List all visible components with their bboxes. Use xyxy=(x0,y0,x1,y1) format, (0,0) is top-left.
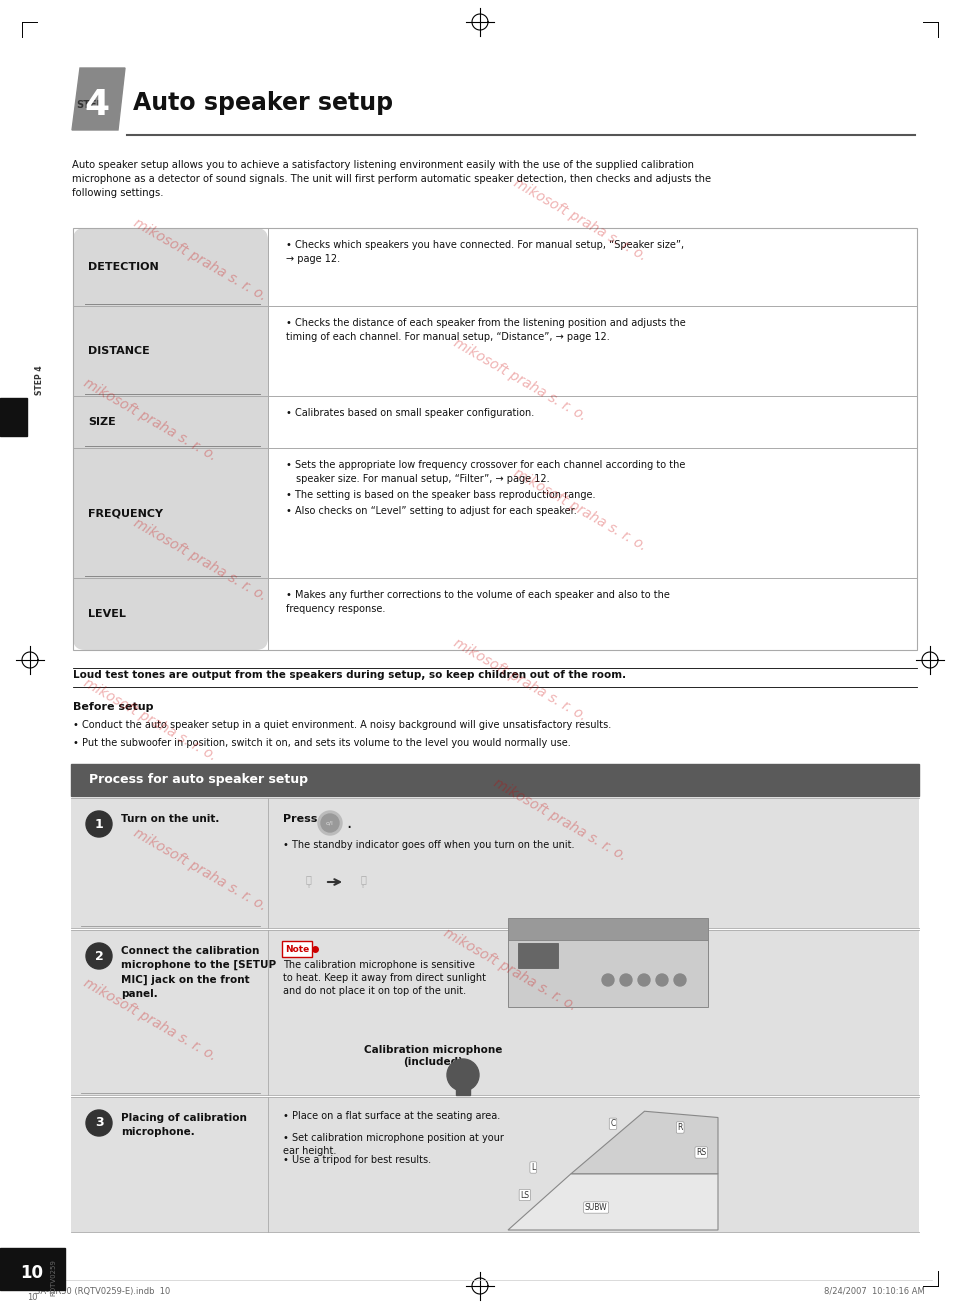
Text: 4: 4 xyxy=(84,88,109,122)
Text: mikosoft praha s. r. o.: mikosoft praha s. r. o. xyxy=(132,216,269,303)
Polygon shape xyxy=(72,68,125,129)
Text: mikosoft praha s. r. o.: mikosoft praha s. r. o. xyxy=(132,827,269,914)
Polygon shape xyxy=(508,1173,718,1230)
Circle shape xyxy=(86,1110,112,1137)
Text: L: L xyxy=(531,1163,536,1172)
FancyBboxPatch shape xyxy=(73,228,268,650)
Text: mikosoft praha s. r. o.: mikosoft praha s. r. o. xyxy=(81,976,219,1063)
Bar xyxy=(0,1248,65,1290)
Text: mikosoft praha s. r. o.: mikosoft praha s. r. o. xyxy=(441,926,579,1014)
Text: mikosoft praha s. r. o.: mikosoft praha s. r. o. xyxy=(81,377,219,464)
Text: STEP 4: STEP 4 xyxy=(36,365,44,395)
Text: Auto speaker setup: Auto speaker setup xyxy=(9,493,17,568)
Text: DISTANCE: DISTANCE xyxy=(88,347,150,356)
Text: mikosoft praha s. r. o.: mikosoft praha s. r. o. xyxy=(132,517,269,604)
Text: DETECTION: DETECTION xyxy=(88,262,158,272)
Text: Placing of calibration
microphone.: Placing of calibration microphone. xyxy=(121,1113,247,1137)
Text: mikosoft praha s. r. o.: mikosoft praha s. r. o. xyxy=(451,336,588,424)
Bar xyxy=(71,798,919,927)
Text: Auto speaker setup allows you to achieve a satisfactory listening environment ea: Auto speaker setup allows you to achieve… xyxy=(72,160,711,198)
Circle shape xyxy=(674,974,686,986)
Text: 10: 10 xyxy=(20,1264,43,1282)
FancyBboxPatch shape xyxy=(282,940,312,957)
Bar xyxy=(508,918,708,940)
Text: • Checks which speakers you have connected. For manual setup, “Speaker size”,
→ : • Checks which speakers you have connect… xyxy=(286,239,684,264)
Circle shape xyxy=(318,811,342,835)
Text: • Checks the distance of each speaker from the listening position and adjusts th: • Checks the distance of each speaker fr… xyxy=(286,318,685,341)
Text: SIZE: SIZE xyxy=(88,417,116,426)
Text: Process for auto speaker setup: Process for auto speaker setup xyxy=(89,773,308,786)
Text: R: R xyxy=(678,1124,683,1131)
Bar xyxy=(71,930,919,1095)
Text: Calibration microphone
(included): Calibration microphone (included) xyxy=(364,1045,502,1066)
Text: • Place on a flat surface at the seating area.: • Place on a flat surface at the seating… xyxy=(283,1110,500,1121)
Text: Loud test tones are output from the speakers during setup, so keep children out : Loud test tones are output from the spea… xyxy=(73,670,626,680)
Polygon shape xyxy=(571,1112,718,1173)
Text: Auto speaker setup: Auto speaker setup xyxy=(133,92,394,115)
Text: mikosoft praha s. r. o.: mikosoft praha s. r. o. xyxy=(511,466,649,553)
Text: SUBW: SUBW xyxy=(585,1203,608,1213)
Text: mikosoft praha s. r. o.: mikosoft praha s. r. o. xyxy=(81,676,219,764)
Text: RS: RS xyxy=(696,1148,707,1158)
Text: ⏻: ⏻ xyxy=(305,874,311,884)
Bar xyxy=(0,398,27,436)
Bar xyxy=(518,943,558,968)
Text: Before setup: Before setup xyxy=(73,702,154,712)
Text: mikosoft praha s. r. o.: mikosoft praha s. r. o. xyxy=(511,177,649,264)
Text: ROTV0259: ROTV0259 xyxy=(50,1260,56,1296)
Circle shape xyxy=(86,943,112,969)
Text: 2: 2 xyxy=(95,950,104,963)
Bar xyxy=(456,1083,470,1095)
Text: • The standby indicator goes off when you turn on the unit.: • The standby indicator goes off when yo… xyxy=(283,840,574,850)
Text: Turn on the unit.: Turn on the unit. xyxy=(121,814,220,824)
Text: o/l: o/l xyxy=(326,820,334,825)
Text: speaker size. For manual setup, “Filter”, → page 12.: speaker size. For manual setup, “Filter”… xyxy=(296,473,550,484)
Text: C: C xyxy=(611,1120,615,1129)
Bar xyxy=(71,1097,919,1232)
Text: LEVEL: LEVEL xyxy=(88,610,126,619)
Text: FREQUENCY: FREQUENCY xyxy=(88,508,163,518)
Text: STEP: STEP xyxy=(76,99,104,110)
Text: 10: 10 xyxy=(27,1294,37,1303)
Bar xyxy=(71,764,919,797)
Circle shape xyxy=(86,811,112,837)
Circle shape xyxy=(620,974,632,986)
Bar xyxy=(73,228,917,650)
Text: • Conduct the auto speaker setup in a quiet environment. A noisy background will: • Conduct the auto speaker setup in a qu… xyxy=(73,719,612,730)
Text: Connect the calibration
microphone to the [SETUP
MIC] jack on the front
panel.: Connect the calibration microphone to th… xyxy=(121,946,276,998)
Text: ⏻: ⏻ xyxy=(360,874,366,884)
Text: LS: LS xyxy=(520,1190,529,1199)
Text: 3: 3 xyxy=(95,1117,104,1130)
Circle shape xyxy=(656,974,668,986)
Bar xyxy=(508,938,708,1007)
Circle shape xyxy=(638,974,650,986)
Text: • Put the subwoofer in position, switch it on, and sets its volume to the level : • Put the subwoofer in position, switch … xyxy=(73,738,571,748)
Circle shape xyxy=(447,1059,479,1091)
Text: • The setting is based on the speaker bass reproduction range.: • The setting is based on the speaker ba… xyxy=(286,490,595,500)
Circle shape xyxy=(321,814,339,832)
Text: 1: 1 xyxy=(95,818,104,831)
Text: mikosoft praha s. r. o.: mikosoft praha s. r. o. xyxy=(492,776,629,863)
Text: ◦: ◦ xyxy=(361,884,365,889)
Text: 8/24/2007  10:10:16 AM: 8/24/2007 10:10:16 AM xyxy=(825,1287,925,1296)
Text: • Set calibration microphone position at your
ear height.: • Set calibration microphone position at… xyxy=(283,1133,504,1156)
Circle shape xyxy=(602,974,614,986)
Text: • Calibrates based on small speaker configuration.: • Calibrates based on small speaker conf… xyxy=(286,408,535,419)
Text: The calibration microphone is sensitive
to heat. Keep it away from direct sunlig: The calibration microphone is sensitive … xyxy=(283,960,486,997)
Text: • Sets the appropriate low frequency crossover for each channel according to the: • Sets the appropriate low frequency cro… xyxy=(286,460,685,470)
Text: • Also checks on “Level” setting to adjust for each speaker.: • Also checks on “Level” setting to adju… xyxy=(286,506,577,515)
Text: Note: Note xyxy=(285,944,309,954)
Text: SA-HR50 (RQTV0259-E).indb  10: SA-HR50 (RQTV0259-E).indb 10 xyxy=(35,1287,170,1296)
Text: mikosoft praha s. r. o.: mikosoft praha s. r. o. xyxy=(451,636,588,723)
Text: • Use a tripod for best results.: • Use a tripod for best results. xyxy=(283,1155,431,1165)
Text: Press: Press xyxy=(283,814,318,824)
Text: • Makes any further corrections to the volume of each speaker and also to the
fr: • Makes any further corrections to the v… xyxy=(286,590,670,613)
Text: .: . xyxy=(346,814,351,832)
Text: ◦: ◦ xyxy=(307,884,311,889)
